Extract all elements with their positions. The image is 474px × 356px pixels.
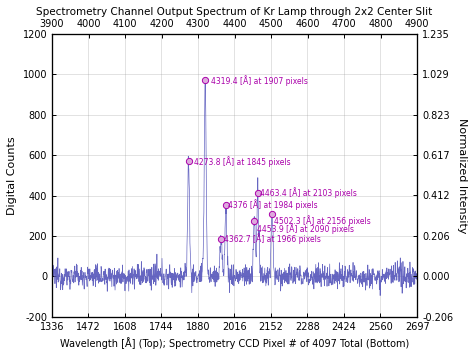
Text: 4376 [Å] at 1984 pixels: 4376 [Å] at 1984 pixels [228, 199, 318, 210]
Y-axis label: Normalized Intensity: Normalized Intensity [457, 117, 467, 233]
Y-axis label: Digital Counts: Digital Counts [7, 136, 17, 215]
Text: 4362.7 [Å] at 1966 pixels: 4362.7 [Å] at 1966 pixels [224, 234, 321, 245]
Text: 4319.4 [Å] at 1907 pixels: 4319.4 [Å] at 1907 pixels [210, 75, 308, 86]
Text: 4273.8 [Å] at 1845 pixels: 4273.8 [Å] at 1845 pixels [194, 156, 291, 167]
Text: 4502.3 [Å] at 2156 pixels: 4502.3 [Å] at 2156 pixels [274, 215, 371, 226]
Text: 4453.9 [Å] at 2090 pixels: 4453.9 [Å] at 2090 pixels [257, 224, 354, 234]
X-axis label: Wavelength [Å] (Top); Spectrometry CCD Pixel # of 4097 Total (Bottom): Wavelength [Å] (Top); Spectrometry CCD P… [60, 337, 409, 349]
Title: Spectrometry Channel Output Spectrum of Kr Lamp through 2x2 Center Slit: Spectrometry Channel Output Spectrum of … [36, 7, 433, 17]
Text: 4463.4 [Å] at 2103 pixels: 4463.4 [Å] at 2103 pixels [261, 187, 357, 198]
